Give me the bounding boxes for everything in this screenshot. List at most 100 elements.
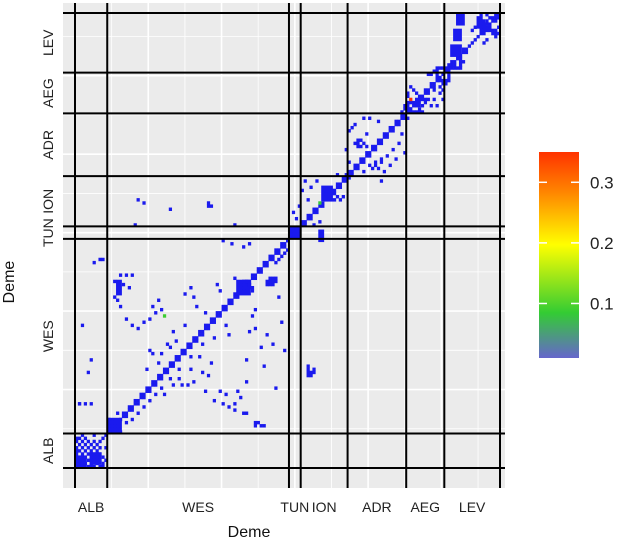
- heatmap-cell: [116, 298, 120, 302]
- heatmap-cell: [195, 339, 199, 343]
- heatmap-cell: [154, 380, 158, 384]
- heatmap-cell: [482, 25, 486, 29]
- heatmap-cell: [212, 317, 216, 321]
- heatmap-cell: [80, 461, 85, 466]
- heatmap-cell: [215, 282, 219, 287]
- heatmap-cell: [482, 22, 486, 26]
- heatmap-cell: [312, 210, 316, 215]
- heatmap-cell: [447, 63, 451, 67]
- heatmap-cell: [294, 235, 299, 240]
- heatmap-cell: [456, 56, 460, 61]
- heatmap-cell: [417, 94, 422, 99]
- heatmap-cell: [160, 373, 164, 378]
- heatmap-cell: [373, 163, 378, 168]
- heatmap-cell: [142, 320, 146, 324]
- heatmap-cell: [312, 367, 316, 372]
- heatmap-cell: [476, 16, 480, 20]
- heatmap-cell: [432, 97, 436, 102]
- heatmap-cell: [192, 339, 196, 343]
- heatmap-cell: [151, 380, 155, 384]
- heatmap-cell: [347, 160, 351, 164]
- heatmap-cell: [385, 154, 389, 158]
- heatmap-cell: [485, 13, 489, 17]
- heatmap-cell: [338, 182, 343, 186]
- heatmap-cell: [315, 210, 319, 215]
- heatmap-cell: [242, 289, 246, 293]
- heatmap-cell: [107, 424, 111, 428]
- heatmap-cell: [435, 72, 439, 77]
- heatmap-cell: [359, 157, 363, 161]
- heatmap-cell: [397, 141, 401, 146]
- heatmap-cell: [306, 213, 310, 218]
- heatmap-cell: [288, 226, 293, 230]
- heatmap-cell: [415, 110, 419, 114]
- heatmap-cell: [294, 232, 299, 237]
- heatmap-cell: [113, 279, 117, 284]
- heatmap-cell: [368, 163, 372, 168]
- heatmap-cell: [303, 179, 307, 183]
- heatmap-cell: [104, 433, 108, 437]
- heatmap-cell: [341, 179, 345, 183]
- heatmap-cell: [330, 198, 334, 202]
- heatmap-cell: [288, 229, 293, 233]
- heatmap-cell: [183, 348, 187, 353]
- heatmap-cell: [491, 19, 495, 23]
- heatmap-cell: [160, 307, 164, 312]
- heatmap-cell: [494, 28, 498, 33]
- heatmap-cell: [233, 292, 237, 296]
- heatmap-cell: [130, 408, 134, 412]
- heatmap-cell: [148, 398, 152, 403]
- heatmap-cell: [309, 373, 313, 378]
- heatmap-cell: [218, 311, 222, 315]
- heatmap-cell: [332, 198, 337, 202]
- heatmap-cell: [397, 119, 401, 124]
- heatmap-cell: [168, 377, 173, 381]
- heatmap-cell: [165, 370, 170, 375]
- heatmap-cell: [432, 69, 436, 73]
- heatmap-cell: [406, 104, 410, 108]
- heatmap-cell: [195, 304, 199, 309]
- heatmap-cell: [195, 336, 199, 340]
- heatmap-cell: [429, 85, 433, 89]
- y-tick-label: WES: [40, 320, 56, 352]
- heatmap-cell: [406, 100, 410, 105]
- heatmap-cell: [206, 201, 211, 205]
- heatmap-cell: [95, 461, 99, 466]
- heatmap-cell: [335, 182, 340, 186]
- heatmap-cell: [77, 436, 82, 441]
- heatmap-cell: [379, 179, 384, 183]
- heatmap-cell: [160, 377, 164, 381]
- heatmap-cell: [247, 242, 252, 246]
- heatmap-cell: [75, 436, 79, 441]
- heatmap-cell: [265, 260, 269, 265]
- heatmap-cell: [330, 188, 334, 193]
- heatmap-cell: [409, 110, 413, 114]
- heatmap-cell: [113, 295, 117, 299]
- heatmap-cell: [139, 395, 143, 400]
- heatmap-cell: [250, 286, 255, 290]
- heatmap-cell: [491, 28, 495, 33]
- heatmap-cell: [133, 402, 137, 406]
- heatmap-cell: [89, 358, 93, 362]
- heatmap-cell: [417, 110, 422, 114]
- heatmap-cell: [485, 38, 489, 42]
- heatmap-cell: [189, 286, 193, 290]
- heatmap-cell: [415, 91, 419, 95]
- heatmap-cell: [441, 88, 445, 92]
- heatmap-cell: [379, 160, 384, 164]
- heatmap-cell: [113, 430, 117, 434]
- heatmap-cell: [350, 125, 354, 130]
- heatmap-cell: [92, 433, 96, 437]
- heatmap-cell: [247, 282, 252, 287]
- heatmap-cell: [488, 22, 492, 26]
- heatmap-cell: [347, 129, 351, 133]
- heatmap-cell: [80, 433, 85, 437]
- heatmap-cell: [324, 188, 328, 193]
- heatmap-cell: [491, 16, 495, 20]
- heatmap-cell: [75, 439, 79, 444]
- heatmap-cell: [453, 63, 457, 67]
- heatmap-cell: [165, 367, 170, 372]
- heatmap-cell: [250, 276, 255, 281]
- heatmap-cell: [116, 427, 120, 431]
